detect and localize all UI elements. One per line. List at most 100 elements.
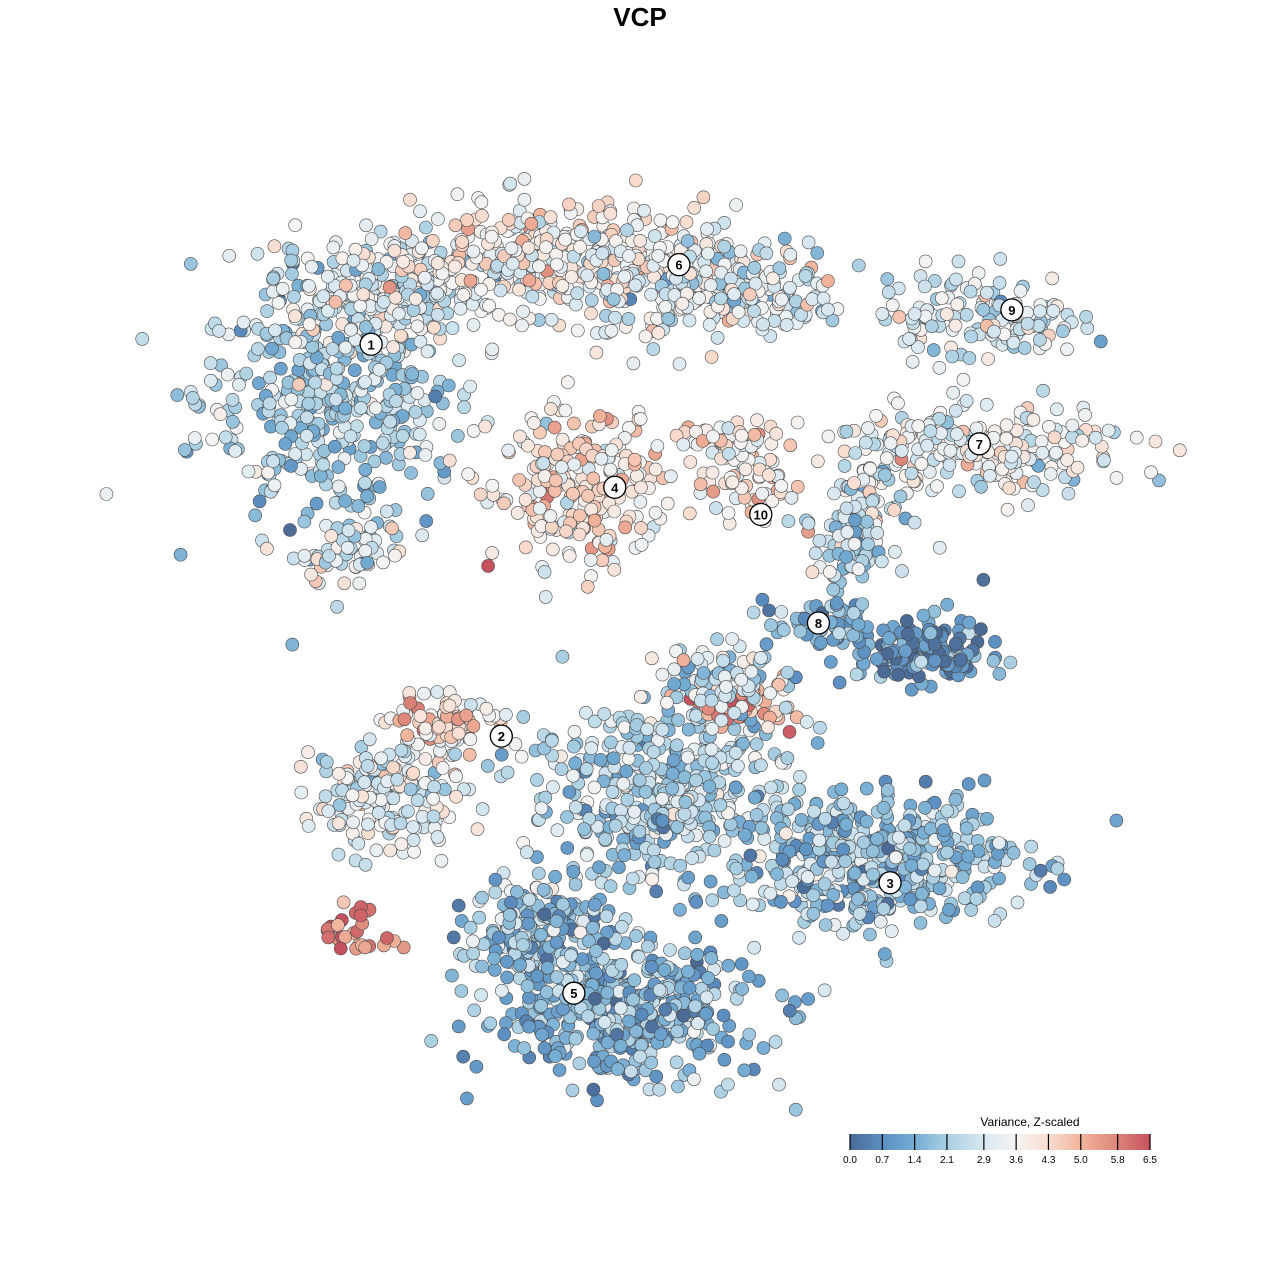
data-point xyxy=(316,457,331,472)
data-point xyxy=(374,751,388,766)
data-point xyxy=(644,960,659,974)
data-point xyxy=(616,776,631,791)
data-point xyxy=(832,675,847,690)
data-point xyxy=(467,1003,482,1018)
data-point xyxy=(900,627,915,641)
data-point xyxy=(472,910,487,925)
data-point xyxy=(239,366,254,381)
data-point xyxy=(482,298,496,313)
data-point xyxy=(1173,443,1187,458)
data-point xyxy=(645,872,659,887)
data-point xyxy=(532,501,547,516)
data-point xyxy=(750,413,764,428)
data-point xyxy=(917,279,932,294)
data-point xyxy=(430,830,445,844)
data-point xyxy=(512,473,527,487)
data-point xyxy=(692,1046,707,1061)
data-point xyxy=(665,215,680,229)
data-point xyxy=(783,280,797,295)
data-point xyxy=(406,833,421,847)
data-point xyxy=(577,822,591,836)
data-point xyxy=(999,431,1014,446)
data-point xyxy=(903,892,918,907)
data-point xyxy=(1094,334,1108,349)
data-point xyxy=(942,458,957,472)
data-point xyxy=(321,304,335,318)
data-point xyxy=(690,947,705,962)
colorbar-tick-label: 2.9 xyxy=(977,1155,991,1166)
data-point xyxy=(893,489,908,504)
data-point xyxy=(572,508,587,523)
data-point xyxy=(372,362,387,377)
data-point xyxy=(729,198,743,212)
data-point xyxy=(218,430,233,445)
data-point xyxy=(340,540,355,555)
data-point xyxy=(567,724,582,739)
data-point xyxy=(425,234,440,248)
data-point xyxy=(448,747,462,762)
data-point xyxy=(525,289,540,304)
data-point xyxy=(897,818,912,833)
data-point xyxy=(358,375,372,389)
data-point xyxy=(1079,309,1093,324)
data-point xyxy=(948,636,963,651)
data-point xyxy=(358,462,373,477)
data-point xyxy=(716,1008,731,1023)
data-point xyxy=(360,759,375,773)
data-point xyxy=(731,305,746,319)
data-point xyxy=(548,869,562,884)
data-point xyxy=(393,328,408,343)
data-point xyxy=(474,282,488,297)
data-point xyxy=(451,1019,466,1034)
data-point xyxy=(858,435,873,450)
data-point xyxy=(386,340,400,354)
data-point xyxy=(432,417,447,431)
data-point xyxy=(512,429,527,444)
data-point xyxy=(875,307,890,321)
data-point xyxy=(537,907,552,922)
cluster-label: 3 xyxy=(878,871,902,895)
data-point xyxy=(637,203,651,218)
data-point xyxy=(568,1031,583,1046)
data-point xyxy=(466,934,480,949)
data-point xyxy=(268,323,282,338)
data-point xyxy=(560,375,575,390)
data-point xyxy=(951,254,966,269)
data-point xyxy=(560,810,574,824)
data-point xyxy=(763,886,778,901)
data-point xyxy=(520,845,534,860)
data-point xyxy=(225,392,240,407)
data-point xyxy=(418,448,433,462)
data-point xyxy=(902,841,917,856)
data-point xyxy=(430,286,445,301)
data-point xyxy=(354,908,368,923)
cluster-label: 5 xyxy=(562,981,586,1005)
data-point xyxy=(761,468,776,482)
data-point xyxy=(888,545,902,559)
data-point xyxy=(403,192,417,207)
cluster-label-text: 7 xyxy=(976,437,983,452)
data-point xyxy=(1006,846,1021,860)
data-point xyxy=(676,1008,691,1023)
data-point xyxy=(999,418,1014,433)
data-point xyxy=(300,410,314,425)
colorbar-tick-label: 0.0 xyxy=(843,1155,857,1166)
data-point xyxy=(293,759,308,774)
data-point xyxy=(680,750,695,765)
data-point xyxy=(976,572,991,587)
colorbar-gradient xyxy=(850,1134,1150,1150)
data-point xyxy=(670,1024,685,1039)
data-point xyxy=(756,317,770,332)
data-point xyxy=(1080,321,1095,335)
data-point xyxy=(403,445,417,460)
data-point xyxy=(622,740,637,755)
data-point xyxy=(536,456,551,470)
data-point xyxy=(267,239,282,253)
data-point xyxy=(460,213,474,227)
data-point xyxy=(1003,655,1018,670)
data-point xyxy=(463,379,477,394)
data-point xyxy=(661,311,676,326)
data-point xyxy=(677,770,692,785)
data-point xyxy=(768,1035,783,1049)
data-point xyxy=(603,735,618,750)
